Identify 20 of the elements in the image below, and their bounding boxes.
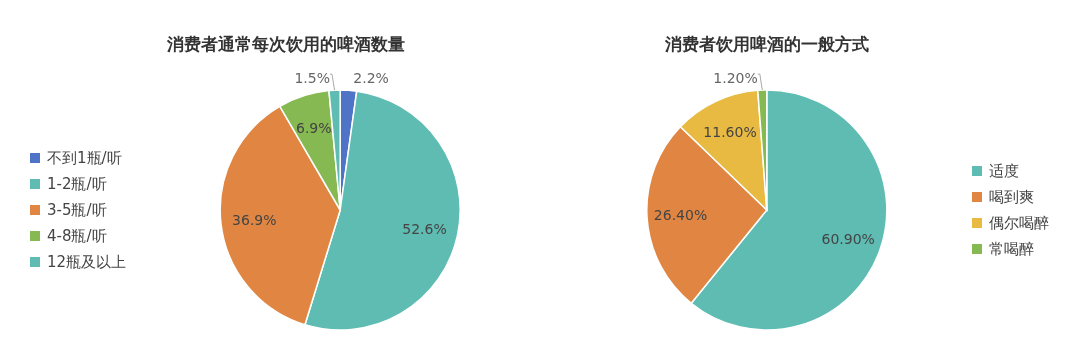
data-label: 52.6% — [402, 220, 447, 237]
legend-label: 1-2瓶/听 — [47, 175, 107, 193]
legend-label: 不到1瓶/听 — [47, 149, 122, 167]
data-label: 11.60% — [703, 123, 757, 140]
data-label: 60.90% — [821, 230, 875, 247]
chart-title: 消费者饮用啤酒的一般方式 — [663, 34, 869, 54]
legend-label: 12瓶及以上 — [47, 253, 127, 271]
data-label: 26.40% — [653, 207, 708, 224]
data-label: 36.9% — [232, 211, 277, 228]
data-label: 2.2% — [353, 70, 389, 87]
data-label: 6.9% — [296, 119, 332, 136]
legend-label: 常喝醉 — [989, 240, 1034, 258]
data-label: 1.5% — [294, 70, 330, 87]
legend-label: 4-8瓶/听 — [47, 227, 107, 245]
legend-label: 喝到爽 — [989, 188, 1034, 206]
chart-title: 消费者通常每次饮用的啤酒数量 — [166, 34, 406, 54]
legend-label: 适度 — [989, 162, 1019, 180]
legend-label: 3-5瓶/听 — [47, 201, 107, 219]
legend-label: 偶尔喝醉 — [989, 214, 1049, 232]
data-label: 1.20% — [713, 70, 758, 87]
